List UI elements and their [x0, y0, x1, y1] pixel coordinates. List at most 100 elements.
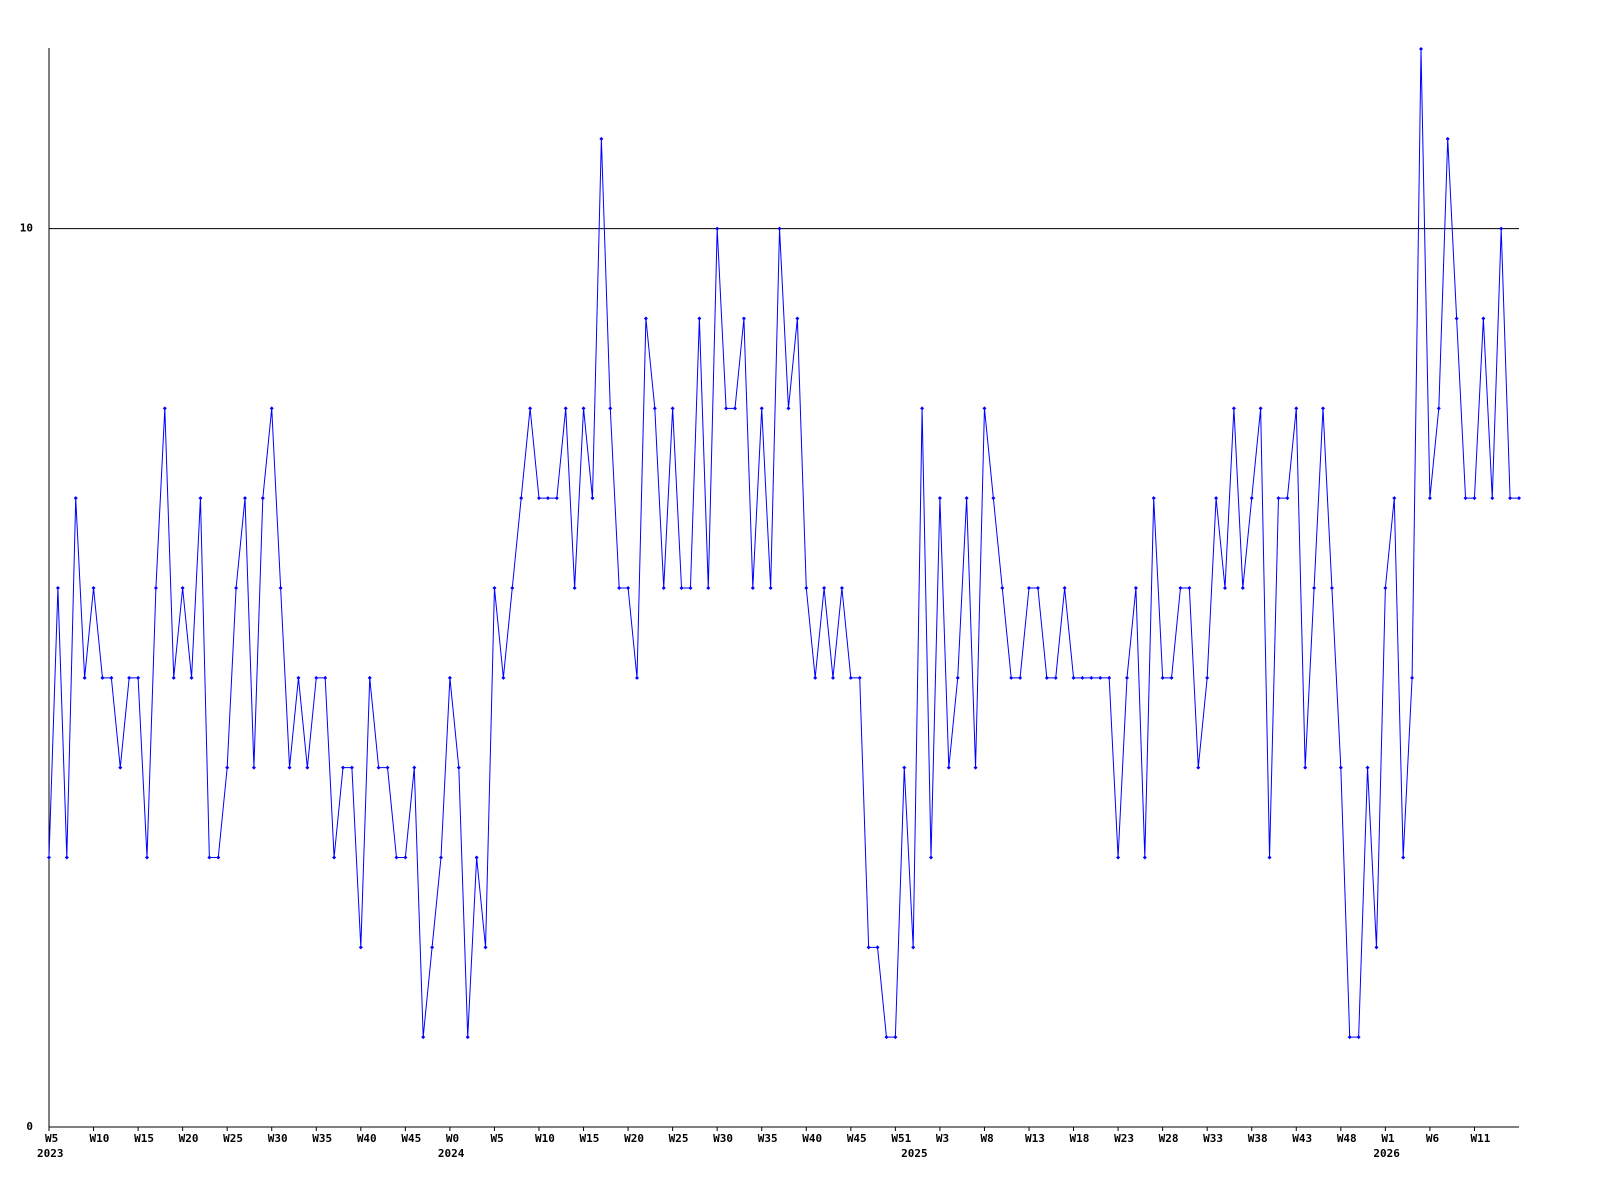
point — [902, 765, 907, 770]
point — [929, 855, 933, 860]
point — [1463, 496, 1468, 501]
point — [1089, 675, 1094, 680]
point — [394, 855, 399, 860]
point — [920, 406, 925, 411]
x-tick-label: W23 — [1114, 1132, 1134, 1145]
x-tick-label: W35 — [312, 1132, 332, 1145]
point — [91, 586, 96, 590]
point — [1231, 406, 1236, 411]
point — [848, 675, 853, 680]
point — [991, 496, 996, 501]
point — [109, 675, 114, 680]
point — [1223, 586, 1227, 590]
point — [1116, 855, 1121, 860]
point — [421, 1035, 426, 1040]
point — [225, 765, 230, 770]
point — [1151, 496, 1156, 501]
point — [706, 586, 711, 590]
point — [626, 586, 631, 590]
point — [519, 496, 524, 501]
point — [1027, 586, 1031, 590]
x-tick-label: W11 — [1470, 1132, 1490, 1145]
point — [207, 855, 212, 860]
point — [982, 406, 987, 411]
point — [946, 765, 951, 770]
point — [1356, 1035, 1361, 1040]
point — [724, 406, 729, 411]
x-tick-label: W40 — [357, 1132, 377, 1145]
x-tick-label: W33 — [1203, 1132, 1223, 1145]
point — [234, 586, 239, 590]
point — [474, 855, 479, 860]
point — [55, 586, 60, 590]
x-tick-label: W13 — [1025, 1132, 1045, 1145]
point — [581, 406, 586, 411]
point — [1312, 586, 1317, 590]
point — [911, 945, 916, 950]
point — [447, 675, 452, 680]
x-tick-label: W5 — [490, 1132, 503, 1145]
point — [1142, 855, 1147, 860]
point — [171, 675, 176, 680]
point — [1285, 496, 1290, 501]
point — [545, 496, 550, 501]
point — [679, 586, 684, 590]
point — [305, 765, 310, 770]
x-tick-label: W18 — [1070, 1132, 1090, 1145]
point — [537, 496, 541, 501]
x-tick-label: W28 — [1159, 1132, 1179, 1145]
point — [1000, 586, 1005, 590]
point — [1499, 226, 1504, 231]
x-year-label: 2024 — [438, 1147, 465, 1160]
point — [1517, 496, 1521, 501]
point — [554, 496, 559, 501]
point — [492, 586, 497, 590]
point — [1427, 496, 1432, 501]
point — [483, 945, 488, 950]
point — [376, 765, 381, 770]
point — [1125, 675, 1129, 680]
point — [839, 586, 844, 590]
point — [866, 945, 871, 950]
point — [1267, 855, 1272, 860]
point — [47, 855, 51, 860]
point — [1053, 675, 1058, 680]
point — [599, 136, 604, 141]
point — [1178, 586, 1183, 590]
point — [323, 675, 328, 680]
point — [955, 675, 960, 680]
point — [341, 765, 345, 770]
point — [1187, 586, 1192, 590]
point — [198, 496, 203, 501]
point — [1160, 675, 1165, 680]
point — [1044, 675, 1049, 680]
point — [822, 586, 827, 590]
point — [973, 765, 978, 770]
point — [260, 496, 265, 501]
point — [1276, 496, 1281, 501]
x-tick-label: W20 — [179, 1132, 199, 1145]
point — [510, 586, 515, 590]
point — [1258, 406, 1263, 411]
point — [1009, 675, 1014, 680]
point — [857, 675, 862, 680]
point — [243, 496, 247, 501]
point — [937, 496, 942, 501]
x-tick-label: W35 — [758, 1132, 778, 1145]
point — [162, 406, 167, 411]
x-year-label: 2026 — [1373, 1147, 1400, 1160]
point — [804, 586, 809, 590]
point — [1383, 586, 1388, 590]
y-tick-label: 10 — [20, 222, 33, 235]
point — [100, 675, 105, 680]
point — [643, 316, 648, 321]
point — [741, 316, 746, 321]
point — [608, 406, 613, 411]
point — [430, 945, 435, 950]
point — [1071, 675, 1076, 680]
point — [145, 855, 149, 860]
x-tick-label: W10 — [535, 1132, 555, 1145]
point — [1169, 675, 1174, 680]
point — [403, 855, 408, 860]
x-tick-label: W43 — [1292, 1132, 1312, 1145]
